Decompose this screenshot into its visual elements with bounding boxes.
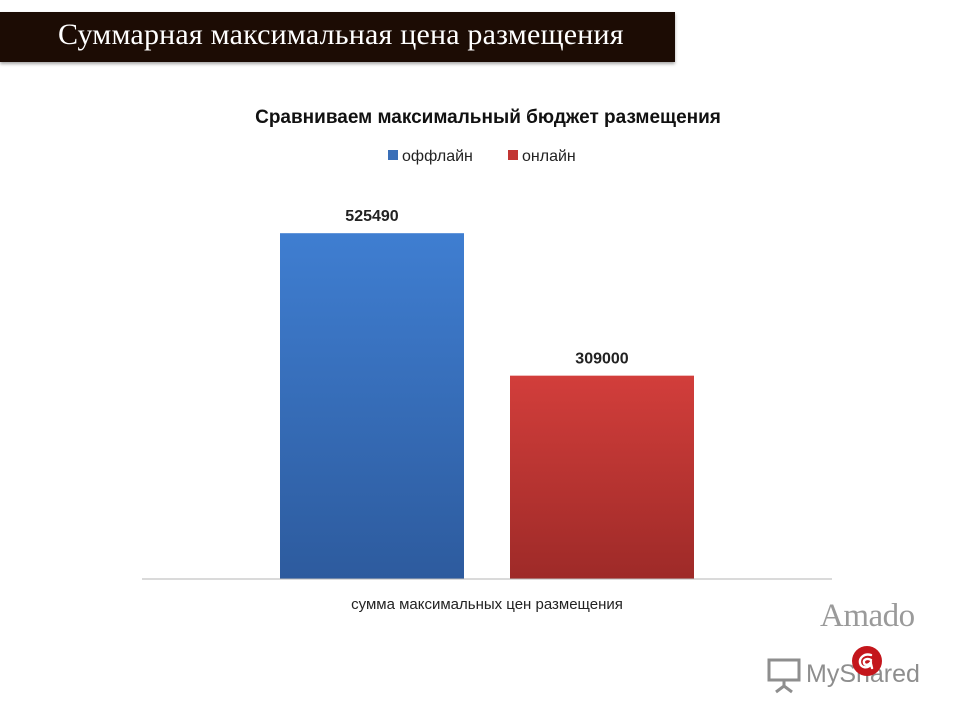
- category-label-0: сумма максимальных цен размещения: [351, 596, 623, 613]
- legend-label-0: оффлайн: [402, 148, 473, 165]
- bar-1: [510, 375, 694, 579]
- slide-title-bar: Суммарная максимальная цена размещения: [0, 12, 675, 62]
- legend-swatch-1: [508, 150, 518, 160]
- category-labels: сумма максимальных цен размещения: [351, 596, 623, 613]
- data-label-0: 525490: [345, 208, 398, 225]
- bars-group: 525490 309000: [280, 208, 694, 579]
- data-label-1: 309000: [575, 351, 628, 368]
- amado-watermark: Amado: [820, 598, 915, 634]
- chart-legend: оффлайн онлайн: [388, 148, 576, 165]
- legend-swatch-0: [388, 150, 398, 160]
- chart-title: Сравниваем максимальный бюджет размещени…: [255, 107, 721, 128]
- presentation-board-icon: [767, 658, 801, 694]
- myshared-watermark: MyShared: [766, 644, 926, 694]
- slide-title: Суммарная максимальная цена размещения: [58, 18, 624, 51]
- bar-0: [280, 233, 464, 579]
- legend-label-1: онлайн: [522, 148, 576, 165]
- red-a-logo-icon: [852, 646, 882, 676]
